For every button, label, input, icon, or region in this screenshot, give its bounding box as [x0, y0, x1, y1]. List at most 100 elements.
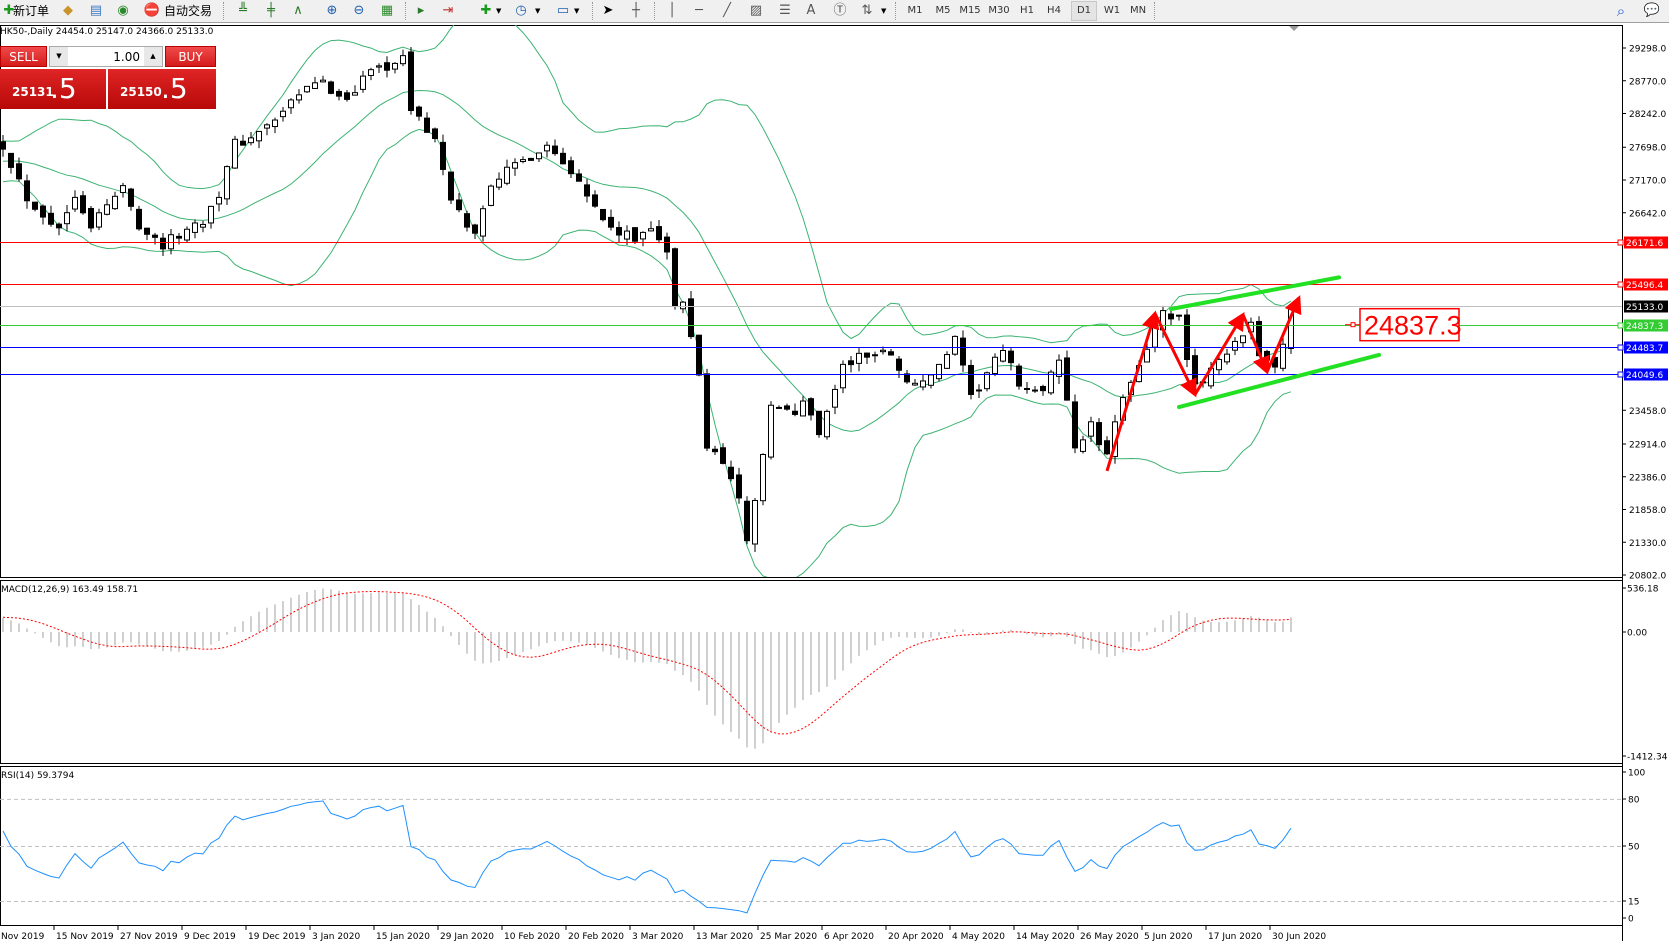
candle-body [944, 354, 950, 369]
auto-trading-button[interactable]: 自动交易 [164, 4, 213, 18]
candle-body [872, 354, 878, 357]
candle-body [0, 141, 6, 150]
navigator-icon[interactable]: ◉ [117, 3, 129, 18]
timeframe-w1[interactable]: W1 [1103, 5, 1121, 16]
text-icon[interactable]: A [806, 3, 816, 18]
candle [1264, 349, 1270, 365]
shapes-icon[interactable]: ⇅ [861, 3, 873, 18]
rsi-axis-label: 80 [1628, 796, 1640, 806]
candle-body [672, 248, 678, 307]
data-window-icon[interactable]: ▤ [89, 3, 103, 18]
horizontal-line-icon[interactable]: ─ [695, 3, 703, 18]
candle-body [760, 453, 766, 502]
candle [120, 182, 126, 198]
candle [448, 171, 454, 205]
timeframe-h1[interactable]: H1 [1020, 5, 1034, 16]
bar-chart-icon[interactable]: ╩ [239, 3, 247, 18]
volume-input[interactable] [70, 47, 140, 66]
candle [128, 187, 134, 211]
cursor-icon[interactable]: ➤ [602, 3, 614, 18]
equidistant-channel-icon[interactable]: ▨ [749, 3, 763, 18]
candle [888, 348, 894, 356]
timeframe-h4[interactable]: H4 [1047, 5, 1061, 16]
price-level-label: 24049.6 [1626, 371, 1663, 381]
candle-body [648, 228, 654, 232]
zoom-out-icon[interactable]: ⊖ [353, 3, 365, 18]
new-order-button[interactable]: 新订单 [13, 4, 50, 18]
candle-body [1216, 358, 1222, 371]
candle [496, 172, 502, 190]
volume-increase-icon[interactable]: ▲ [144, 47, 162, 66]
candle-body [1184, 314, 1190, 361]
auto-trading-icon[interactable]: ⛔ [143, 3, 161, 18]
candle [992, 353, 998, 377]
autoscroll-icon[interactable]: ▸ [417, 3, 425, 18]
candle-body [264, 124, 270, 129]
candle-body [688, 298, 694, 338]
chevron-down-icon[interactable]: ▼ [574, 7, 580, 15]
crosshair-icon[interactable]: ┼ [632, 3, 640, 18]
indicators-icon[interactable]: ✚ [480, 3, 492, 18]
candle-body [400, 55, 406, 65]
candle-body [368, 69, 374, 76]
trendline-icon[interactable]: ╱ [723, 3, 731, 18]
timeframe-d1[interactable]: D1 [1071, 1, 1097, 21]
sell-price-box[interactable]: 25131 .5 [0, 69, 106, 109]
candle-body [152, 234, 158, 238]
text-label-icon[interactable]: Ⓣ [833, 3, 847, 18]
buy-button[interactable]: BUY [165, 46, 216, 67]
chevron-down-icon[interactable]: ▼ [496, 7, 502, 15]
candle-body [512, 162, 518, 169]
zoom-in-icon[interactable]: ⊕ [326, 3, 338, 18]
chat-icon[interactable]: 💬 [1643, 3, 1661, 18]
fibonacci-icon[interactable]: ☰ [779, 3, 791, 18]
buy-price-box[interactable]: 25150 .5 [108, 69, 216, 109]
candle [1232, 337, 1238, 356]
templates-icon[interactable]: ▭ [556, 3, 570, 18]
level-anchor-handle [1617, 344, 1624, 351]
timeframe-mn[interactable]: MN [1129, 5, 1147, 16]
candle [192, 219, 198, 239]
candle [296, 89, 302, 104]
timeframe-m1[interactable]: M1 [907, 5, 923, 16]
sell-button[interactable]: SELL [0, 46, 47, 67]
candle-body [1264, 350, 1270, 361]
candlestick-chart-icon[interactable]: ╪ [267, 3, 275, 18]
candle-body [288, 99, 294, 109]
chevron-down-icon[interactable]: ▼ [881, 7, 887, 15]
line-chart-icon[interactable]: ∧ [293, 3, 303, 18]
candle-body [392, 62, 398, 70]
candle-body [24, 180, 30, 202]
candle-body [808, 398, 814, 416]
candle-body [1032, 389, 1038, 392]
candle [456, 193, 462, 213]
candle [528, 157, 534, 161]
chart-shift-icon[interactable]: ⇥ [442, 3, 454, 18]
candle [656, 220, 662, 244]
volume-decrease-icon[interactable]: ▼ [50, 47, 68, 66]
candle-body [992, 356, 998, 375]
candle [440, 134, 446, 176]
candle-body [560, 152, 566, 165]
periods-clock-icon[interactable]: ◷ [515, 3, 527, 18]
timeframe-m30[interactable]: M30 [988, 5, 1010, 16]
candle [80, 191, 86, 215]
timeframe-m5[interactable]: M5 [935, 5, 951, 16]
candle-body [1144, 348, 1150, 363]
candle [72, 190, 78, 212]
candle-body [272, 119, 278, 128]
chevron-down-icon[interactable]: ▼ [535, 7, 541, 15]
date-axis-label: 10 Feb 2020 [504, 932, 560, 941]
toolbar-separator [1154, 2, 1156, 20]
market-watch-icon[interactable]: ◆ [63, 3, 73, 18]
buy-price-fraction: .5 [161, 72, 188, 105]
new-order-icon[interactable]: ✚ [3, 3, 15, 18]
vertical-line-icon[interactable]: │ [668, 3, 676, 18]
search-icon[interactable]: ⌕ [1616, 2, 1626, 20]
macd-axis-label: 0.00 [1627, 629, 1647, 639]
tile-windows-icon[interactable]: ▦ [380, 3, 394, 18]
candle-body [1240, 335, 1246, 344]
timeframe-m15[interactable]: M15 [959, 5, 981, 16]
candle [368, 67, 374, 81]
